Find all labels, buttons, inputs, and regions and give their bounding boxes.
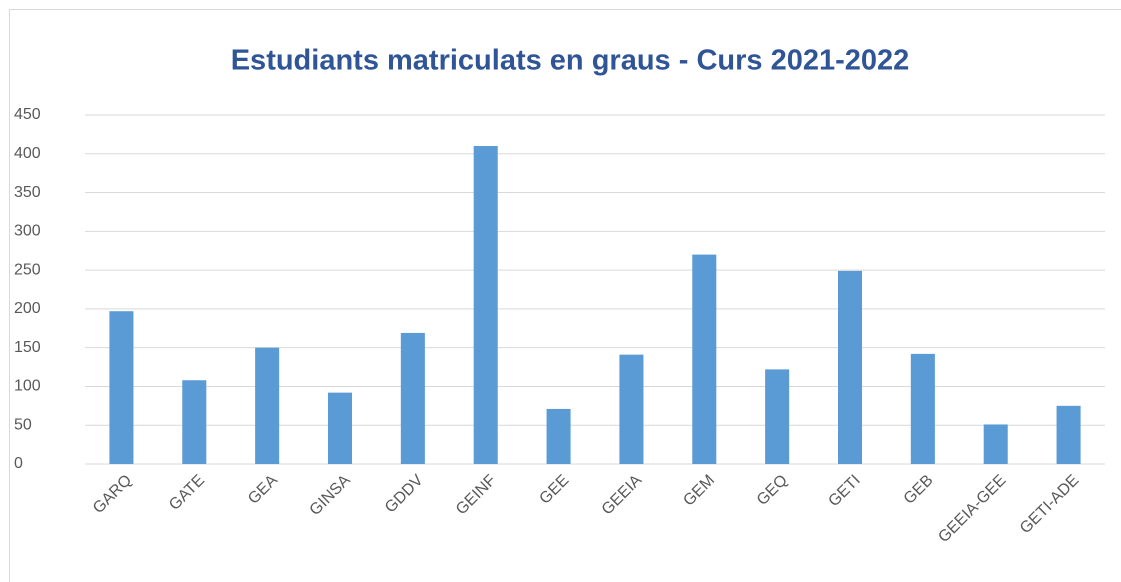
bar [765,369,790,464]
y-tick-label: 250 [14,261,41,278]
bar [400,332,425,464]
bar [983,424,1008,464]
bar [473,146,498,464]
bar [692,254,717,464]
y-tick-label: 350 [14,184,41,201]
bar [182,380,207,464]
bar [546,408,571,464]
chart-title: Estudiants matriculats en graus - Curs 2… [231,45,910,77]
y-tick-label: 450 [14,106,41,123]
chart-border [9,9,1121,582]
y-tick-label: 200 [14,300,41,317]
y-tick-label: 400 [14,145,41,162]
bar [910,353,935,464]
y-tick-label: 50 [14,416,32,433]
y-tick-label: 300 [14,223,41,240]
y-tick-label: 0 [14,455,23,472]
bar [1056,405,1081,464]
bar [619,354,644,464]
y-tick-label: 150 [14,339,41,356]
bar [109,311,134,464]
bar [837,270,863,464]
bar [255,347,280,464]
bar [327,392,353,464]
y-tick-label: 100 [14,378,41,395]
